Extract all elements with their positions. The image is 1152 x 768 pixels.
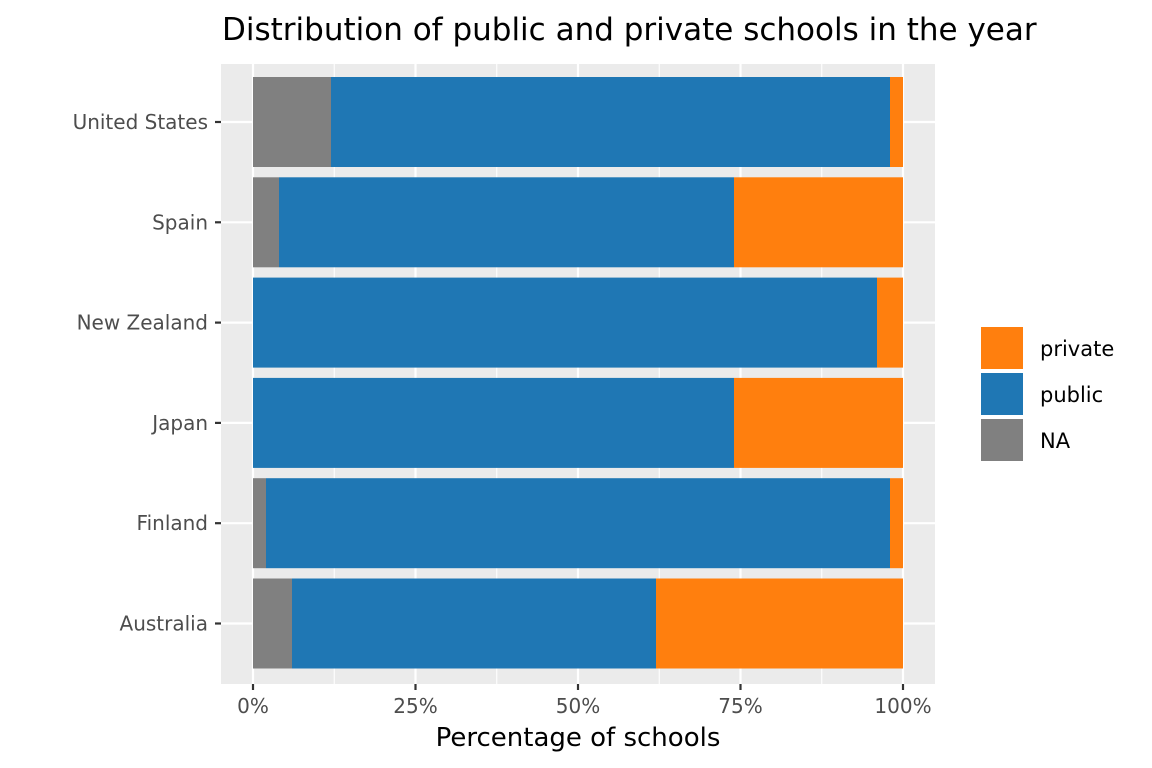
chart-title: Distribution of public and private schoo… [222,12,1037,48]
bar-private-australia [656,578,903,669]
y-axis: United States Spain New Zealand Japan Finlan… [73,110,221,636]
bar-private-spain [734,177,903,268]
bar-na-australia [253,578,292,669]
legend-swatch-na [981,419,1023,461]
bar-public-spain [279,177,734,268]
bar-na-finland [253,478,266,569]
x-tick-label: 75% [718,694,762,718]
y-tick-label: Finland [137,511,208,535]
bar-public-japan [253,377,734,468]
bars [253,77,903,669]
x-axis: 0% 25% 50% 75% 100% [237,684,932,718]
legend-label-na: NA [1040,429,1071,453]
legend: private public NA [979,325,1114,463]
legend-swatch-private [981,327,1023,369]
bar-public-australia [292,578,656,669]
bar-public-united-states [331,77,890,167]
x-tick-label: 100% [874,694,931,718]
x-tick-label: 0% [237,694,269,718]
legend-label-public: public [1040,383,1103,407]
bar-public-finland [266,478,890,569]
y-tick-label: Japan [150,411,208,435]
bar-private-united-states [890,77,903,167]
bar-private-new-zealand [877,277,903,368]
bar-public-new-zealand [253,277,877,368]
x-tick-label: 50% [556,694,600,718]
legend-label-private: private [1040,337,1114,361]
y-tick-label: United States [73,110,208,134]
bar-private-finland [890,478,903,569]
x-tick-label: 25% [393,694,437,718]
legend-swatch-public [981,373,1023,415]
y-tick-label: Spain [152,210,208,234]
bar-private-japan [734,377,903,468]
y-tick-label: New Zealand [77,311,208,335]
x-axis-title: Percentage of schools [436,723,721,753]
bar-na-united-states [253,77,331,167]
y-tick-label: Australia [120,612,208,636]
bar-na-spain [253,177,279,268]
